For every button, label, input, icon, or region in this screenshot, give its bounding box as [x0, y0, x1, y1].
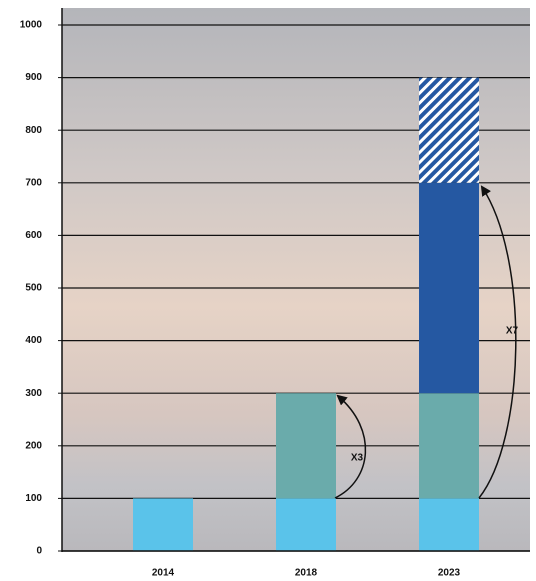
y-tick-label: 800 — [25, 125, 42, 136]
y-tick-label: 600 — [25, 230, 42, 241]
y-tick-label: 500 — [25, 283, 42, 294]
y-tick-label: 300 — [25, 388, 42, 399]
x-tick-label: 2018 — [295, 568, 318, 579]
x-tick-label: 2023 — [438, 568, 461, 579]
annotation: X3 — [351, 453, 364, 464]
y-tick-label: 700 — [25, 177, 42, 188]
y-tick-label: 400 — [25, 335, 42, 346]
bar-segment — [419, 498, 479, 551]
annotation: X7 — [506, 326, 519, 337]
bar-segment — [419, 182, 479, 394]
bar-segment — [419, 393, 479, 499]
x-tick-label: 2014 — [152, 568, 175, 579]
arrow — [478, 185, 517, 499]
y-tick-label: 0 — [36, 546, 42, 557]
arrow — [334, 394, 367, 499]
bar-segment — [133, 498, 193, 551]
bar-segment — [276, 498, 336, 551]
y-tick-label: 1000 — [20, 20, 43, 31]
y-tick-label: 900 — [25, 72, 42, 83]
bar-segment — [276, 393, 336, 499]
y-tick-label: 200 — [25, 440, 42, 451]
y-tick-label: 100 — [25, 493, 42, 504]
bar-segment — [419, 77, 479, 183]
